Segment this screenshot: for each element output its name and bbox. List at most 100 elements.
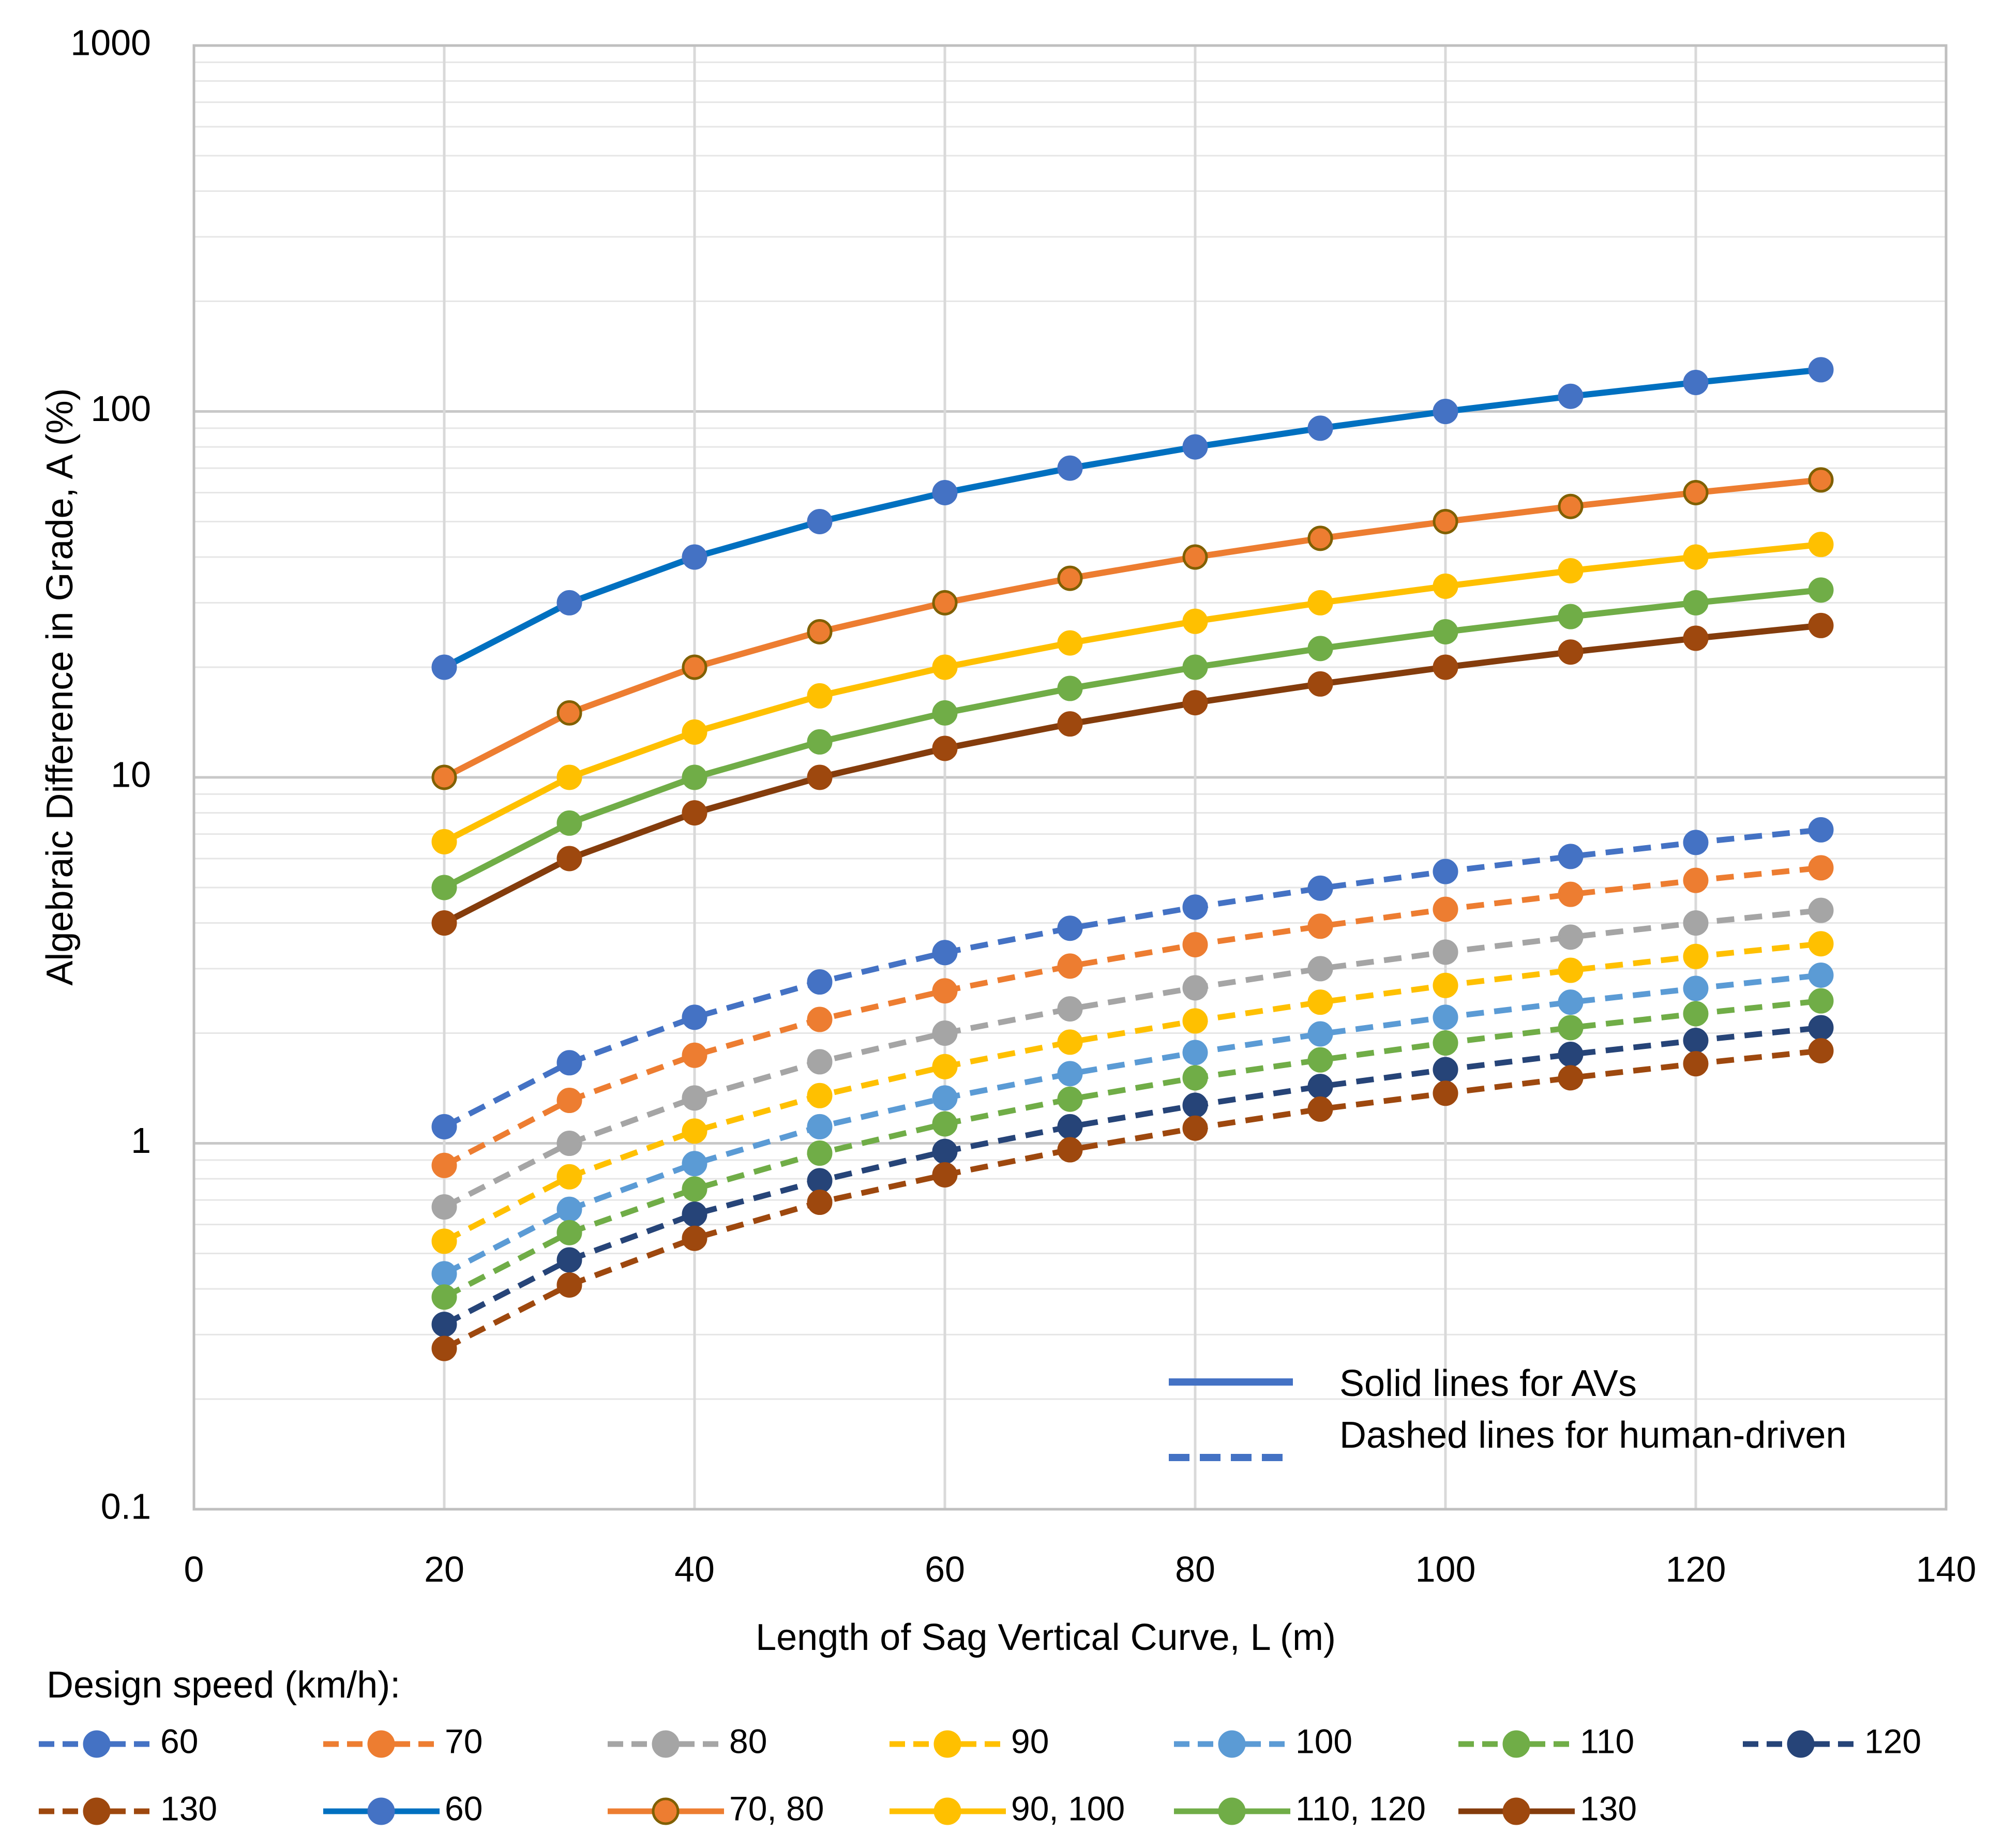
data-point (556, 1272, 582, 1298)
series-line (443, 541, 1821, 845)
data-point (431, 1114, 457, 1139)
legend-marker (652, 1797, 680, 1825)
series-line (443, 941, 1821, 1244)
data-point (1433, 573, 1458, 599)
data-point (1057, 1137, 1083, 1163)
data-point (1433, 1030, 1458, 1056)
data-point (1057, 1061, 1083, 1087)
data-point (1683, 590, 1709, 615)
data-point (1683, 910, 1709, 936)
data-point (682, 1042, 707, 1068)
series-dashed-100 (431, 962, 1834, 1287)
x-tick-label: 100 (1415, 1549, 1476, 1589)
data-point (932, 940, 958, 966)
data-point (1808, 817, 1834, 843)
data-point (932, 1111, 958, 1137)
data-point (1683, 975, 1709, 1001)
series-dashed-80 (431, 897, 1834, 1220)
data-point (932, 1085, 958, 1111)
x-tick-label: 120 (1666, 1549, 1726, 1589)
legend-title: Design speed (km/h): (47, 1664, 400, 1706)
data-point (431, 1284, 457, 1310)
data-point (1433, 654, 1458, 680)
data-point (556, 846, 582, 872)
data-point (431, 1194, 457, 1220)
series-dashed-120 (431, 1015, 1834, 1338)
axes: 0 20 40 60 80 100 120 140 0.1 1 10 100 1000 (70, 22, 1976, 1589)
data-point (682, 1176, 707, 1202)
data-point (932, 1020, 958, 1046)
y-tick-label: 1 (131, 1120, 151, 1161)
data-point (1683, 867, 1709, 893)
legend-marker (1218, 1730, 1246, 1758)
data-point (1558, 639, 1584, 665)
series-solid-60 (431, 357, 1834, 680)
data-point (1558, 383, 1584, 409)
line-style-annotation: Solid lines for AVs Dashed lines for hum… (1169, 1363, 1847, 1461)
data-point (1683, 369, 1709, 395)
series-line (443, 366, 1821, 670)
series-line (443, 972, 1821, 1276)
data-point (807, 729, 833, 755)
data-point (682, 1201, 707, 1227)
data-point (1307, 1021, 1333, 1047)
data-point (1433, 619, 1458, 644)
data-point (807, 764, 833, 790)
data-point (1182, 654, 1208, 680)
data-point (1558, 989, 1584, 1015)
data-point (1433, 859, 1458, 884)
data-point (556, 810, 582, 836)
series-solid-70-80 (431, 467, 1834, 790)
data-point (1307, 415, 1333, 441)
data-point (1683, 830, 1709, 855)
data-point (1057, 1086, 1083, 1112)
legend-label: 90, 100 (1011, 1789, 1125, 1827)
data-point (1808, 357, 1834, 383)
data-point (1182, 931, 1208, 957)
data-point (1057, 953, 1083, 979)
y-axis-label: Algebraic Difference in Grade, A (%) (39, 388, 81, 985)
data-point (556, 1220, 582, 1245)
data-point (807, 1049, 833, 1075)
legend-marker (933, 1797, 961, 1825)
data-point (1057, 915, 1083, 941)
data-point (1433, 972, 1458, 998)
data-point (556, 700, 582, 726)
solid-lines-note: Solid lines for AVs (1339, 1363, 1637, 1404)
data-point (1433, 896, 1458, 922)
data-point (1808, 532, 1834, 558)
data-point (1057, 675, 1083, 701)
plot-area-frame (192, 44, 1948, 1511)
series-line (443, 865, 1821, 1168)
data-point (807, 1190, 833, 1215)
data-point (556, 590, 582, 615)
series-dashed-70 (431, 855, 1834, 1178)
legend-item: 70 (323, 1722, 483, 1760)
data-point (932, 735, 958, 761)
data-point (1307, 1074, 1333, 1100)
data-point (1558, 558, 1584, 583)
data-point (431, 1261, 457, 1287)
data-point (431, 764, 457, 790)
data-point (1683, 625, 1709, 651)
data-point (1182, 1065, 1208, 1091)
data-point (682, 1085, 707, 1111)
data-point (1182, 690, 1208, 716)
data-point (682, 1004, 707, 1030)
data-point (1182, 1115, 1208, 1141)
data-point (682, 654, 707, 680)
legend-label: 70, 80 (729, 1789, 824, 1827)
data-point (1307, 671, 1333, 697)
legend-label: 60 (445, 1789, 483, 1827)
legend-marker (1218, 1797, 1246, 1825)
data-point (1808, 467, 1834, 493)
x-tick-label: 0 (184, 1549, 204, 1589)
legend-label: 60 (160, 1722, 198, 1760)
data-point (1057, 1114, 1083, 1139)
data-point (1808, 577, 1834, 603)
data-point (1683, 1001, 1709, 1027)
data-point (1307, 913, 1333, 939)
series-solid-110-120 (431, 577, 1834, 900)
